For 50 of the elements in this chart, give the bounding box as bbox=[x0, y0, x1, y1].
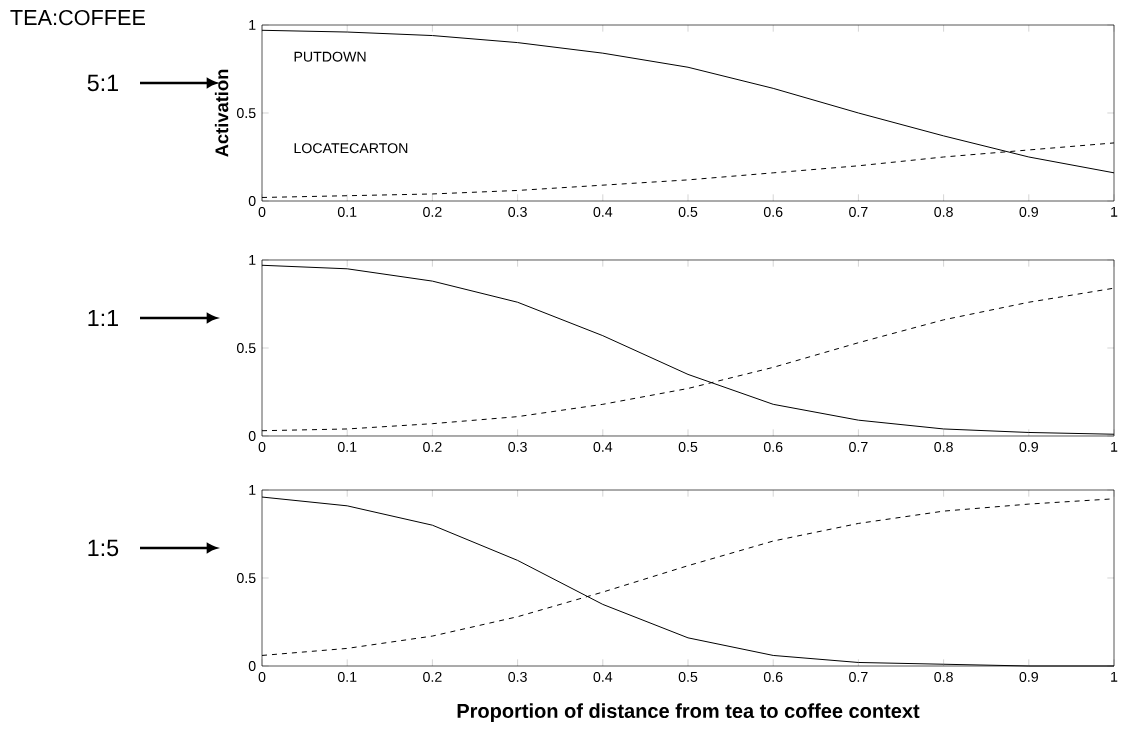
y-tick-label: 0 bbox=[248, 661, 256, 672]
y-axis-title: Activation bbox=[214, 69, 229, 157]
x-tick-label: 0.2 bbox=[423, 671, 442, 682]
x-tick-label: 0.6 bbox=[763, 206, 783, 217]
text: 5:1 bbox=[87, 74, 118, 92]
y-tick-label: 0 bbox=[248, 196, 256, 207]
y-tick-label: 0 bbox=[248, 431, 256, 442]
x-tick-label: 0.9 bbox=[1019, 671, 1038, 682]
x-tick-label: 0.3 bbox=[508, 441, 527, 452]
x-tick-label: 0.7 bbox=[849, 441, 868, 452]
x-tick-label: 0.7 bbox=[849, 671, 868, 682]
y-tick-label: 0.5 bbox=[236, 108, 256, 119]
x-tick-label: 0 bbox=[258, 206, 266, 217]
x-tick-label: 0 bbox=[258, 441, 266, 452]
text: LOCATECARTON bbox=[294, 143, 408, 154]
x-tick-label: 0.9 bbox=[1019, 206, 1038, 217]
x-tick-label: 0.3 bbox=[508, 206, 527, 217]
y-tick-label: 1 bbox=[249, 485, 256, 495]
x-tick-label: 0.6 bbox=[763, 441, 783, 452]
x-tick-label: 0.1 bbox=[337, 206, 357, 217]
x-tick-label: 0.5 bbox=[678, 206, 698, 217]
y-tick-label: 1 bbox=[249, 255, 256, 265]
x-tick-label: 0.8 bbox=[934, 206, 953, 217]
x-tick-label: 0.4 bbox=[593, 441, 613, 452]
text: TEA:COFFEE bbox=[10, 9, 145, 26]
x-tick-label: 0.5 bbox=[678, 671, 698, 682]
x-tick-label: 0.9 bbox=[1019, 441, 1038, 452]
x-tick-label: 0.4 bbox=[593, 206, 613, 217]
x-tick-label: 0.3 bbox=[508, 671, 527, 682]
x-tick-label: 0.6 bbox=[763, 671, 783, 682]
x-tick-label: 1 bbox=[1111, 206, 1118, 217]
x-tick-label: 0.1 bbox=[337, 671, 357, 682]
x-tick-label: 0 bbox=[258, 671, 266, 682]
x-tick-label: 0.8 bbox=[934, 671, 953, 682]
text: 1:5 bbox=[88, 539, 119, 557]
x-tick-label: 0.5 bbox=[678, 441, 698, 452]
x-tick-label: 0.2 bbox=[423, 206, 442, 217]
text: 1:1 bbox=[88, 309, 118, 327]
x-tick-label: 1 bbox=[1111, 441, 1118, 452]
x-tick-label: 0.2 bbox=[423, 441, 442, 452]
x-axis-title: Proportion of distance from tea to coffee context bbox=[457, 703, 920, 723]
y-tick-label: 0.5 bbox=[236, 343, 256, 354]
x-tick-label: 1 bbox=[1111, 671, 1118, 682]
x-tick-label: 0.4 bbox=[593, 671, 613, 682]
y-tick-label: 1 bbox=[249, 20, 256, 30]
x-tick-label: 0.7 bbox=[849, 206, 868, 217]
x-tick-label: 0.8 bbox=[934, 441, 953, 452]
y-tick-label: 0.5 bbox=[236, 573, 256, 584]
series-label: PUTDOWN bbox=[294, 51, 366, 62]
x-tick-label: 0.1 bbox=[337, 441, 357, 452]
